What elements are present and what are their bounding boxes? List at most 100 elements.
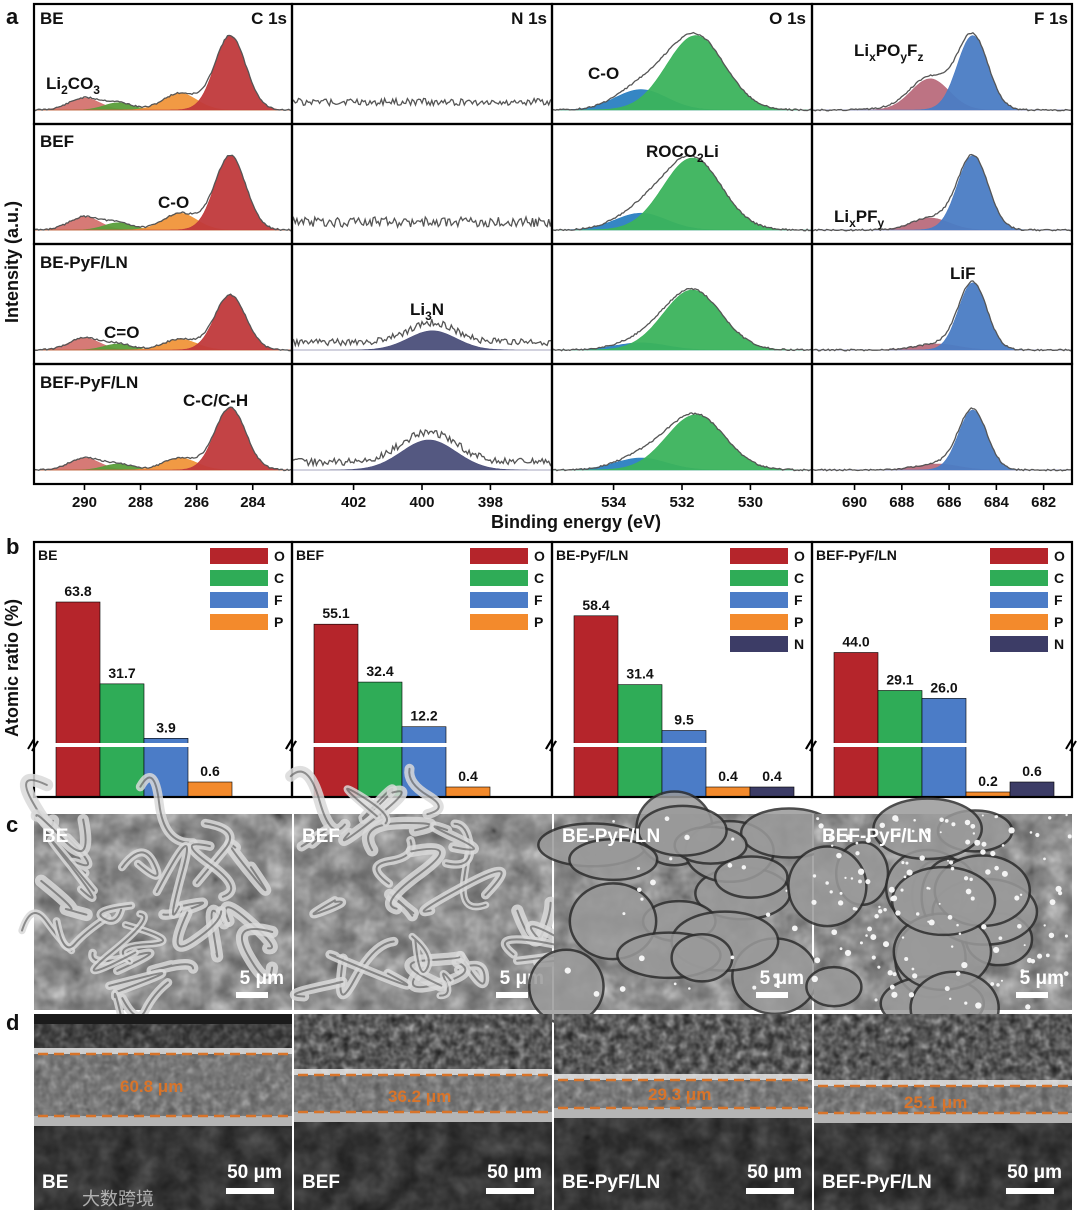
xps-cell-1-1	[290, 122, 554, 246]
surface-particle	[996, 983, 1000, 987]
surface-particle	[905, 861, 909, 865]
surface-particle	[828, 836, 834, 841]
sem-cross-panel-2: 29.3 μm BE-PyF/LN 50 μm	[554, 1014, 812, 1210]
surface-particle	[891, 991, 898, 998]
sem-top-label: BEF	[302, 826, 340, 847]
surface-particle	[874, 914, 879, 919]
surface-particle	[904, 957, 909, 962]
dendrite-shadow	[195, 822, 231, 884]
bar-value-label: 29.1	[886, 671, 913, 687]
surface-particle	[913, 818, 916, 822]
surface-particle	[871, 955, 876, 960]
watermark: 大数跨境	[82, 1189, 154, 1209]
xps-envelope-line	[33, 293, 293, 352]
deposit-layer-texture	[34, 1054, 292, 1116]
surface-particle	[622, 912, 626, 916]
xps-envelope-line	[811, 280, 1073, 352]
dendrite-shadow	[289, 770, 346, 831]
surface-particle	[969, 877, 973, 882]
axis-break-mark	[805, 738, 817, 752]
anno-lixpfy: LixPFy	[834, 207, 885, 230]
bar-value-label: 0.4	[718, 768, 738, 784]
bar-C	[617, 684, 663, 798]
bar-value-label: 55.1	[322, 605, 349, 621]
grain	[568, 838, 659, 882]
surface-particle	[926, 886, 930, 890]
lower-edge	[34, 1116, 292, 1126]
xps-cell-3-3	[810, 362, 1074, 486]
upper-edge	[294, 1069, 552, 1075]
legend-swatch-C	[210, 570, 268, 586]
xps-envelope-line	[291, 96, 553, 108]
surface-particle	[956, 923, 959, 927]
sem-cross-label: BEF-PyF/LN	[822, 1172, 932, 1193]
grain	[637, 804, 728, 857]
surface-particle	[831, 929, 838, 936]
bar-O	[55, 601, 101, 798]
dendrite-shadow	[139, 776, 195, 844]
surface-particle	[830, 844, 834, 847]
xps-peak-f_lif	[812, 409, 1072, 471]
deposit-layer-texture	[294, 1075, 552, 1112]
surface-particle	[906, 869, 913, 876]
surface-particle	[994, 865, 999, 871]
xps-cell-3-2	[810, 242, 1074, 366]
legend-swatch-F	[730, 592, 788, 608]
xps-tick-label: 532	[669, 494, 694, 511]
xps-envelope-line	[291, 319, 553, 348]
dendrite-shadow	[120, 851, 159, 877]
xps-tick-label: 398	[478, 494, 503, 511]
surface-particle	[878, 909, 883, 914]
dendrite-shadow	[422, 870, 503, 913]
grain	[713, 855, 789, 899]
surface-particle	[1026, 957, 1033, 963]
o1s-title: O 1s	[769, 9, 806, 28]
xps-peak-o_roco	[552, 157, 812, 231]
surface-particle	[985, 869, 991, 875]
surface-particle	[1019, 893, 1023, 896]
bar-value-label: 31.4	[626, 666, 653, 682]
sem-top-panel-0: BE 5 μm	[18, 772, 292, 1073]
substrate-texture	[34, 1126, 292, 1210]
legend-swatch-F	[210, 592, 268, 608]
surface-particle	[877, 965, 881, 969]
surface-particle	[950, 945, 954, 948]
dendrite-shadow	[99, 904, 133, 922]
sem-top-panel-2: BE-PyF/LN 5 μm	[527, 790, 839, 1025]
deposit-layer-texture	[814, 1086, 1072, 1113]
legend-swatch-P	[470, 614, 528, 630]
sem-top-label: BE-PyF/LN	[562, 826, 660, 847]
surface-particle	[965, 888, 972, 895]
xps-envelope-line	[33, 154, 293, 232]
xps-cell-0-3	[32, 362, 294, 486]
legend-swatch-O	[210, 548, 268, 564]
legend-label-F: F	[534, 592, 543, 608]
surface-particle	[859, 941, 863, 945]
surface-particle	[993, 946, 1000, 954]
upper-edge	[554, 1074, 812, 1080]
sem-cross-label: BEF	[302, 1172, 340, 1193]
scale-bar	[236, 992, 268, 998]
surface-particle	[730, 955, 735, 960]
bar-O	[313, 623, 359, 798]
legend-swatch-F	[470, 592, 528, 608]
legend-label-C: C	[1054, 570, 1064, 586]
surface-particle	[1017, 923, 1022, 929]
scale-bar	[486, 1188, 534, 1194]
surface-particle	[1064, 934, 1068, 938]
bar-N	[1009, 781, 1055, 798]
surface-particle	[911, 829, 915, 833]
row-label-be: BE	[40, 9, 64, 28]
xps-envelope-line	[291, 215, 553, 230]
legend-swatch-C	[470, 570, 528, 586]
dendrite-shadow	[121, 923, 164, 963]
grain	[805, 965, 863, 1008]
surface-particle	[785, 889, 788, 892]
legend-swatch-F	[990, 592, 1048, 608]
surface-particle	[1035, 832, 1040, 838]
xps-frame	[810, 362, 1074, 486]
surface-particle	[900, 888, 904, 892]
legend-swatch-P	[210, 614, 268, 630]
xps-annotations: C 1s N 1s O 1s F 1s BE BEF BE-PyF/LN BEF…	[40, 9, 1068, 410]
